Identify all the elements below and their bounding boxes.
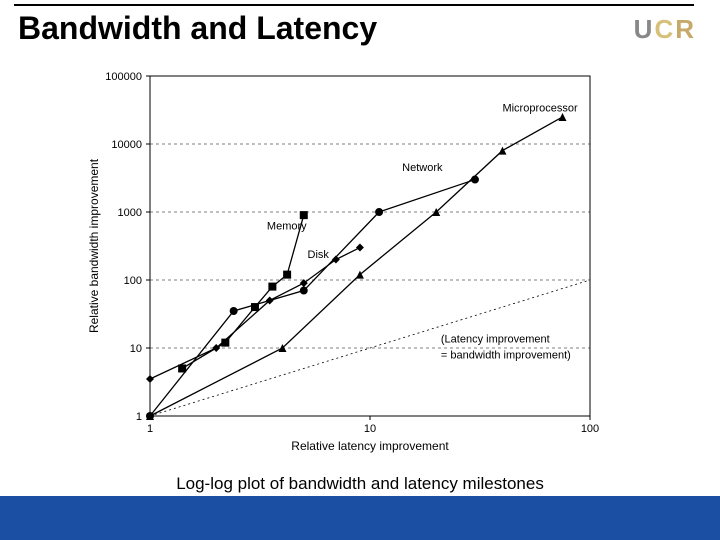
logo-r: R [675,14,696,44]
svg-text:Microprocessor: Microprocessor [502,103,578,115]
svg-text:Network: Network [402,162,443,174]
chart: 1 10 100 1000 10000 100000 1 10 100 Relative late… [80,60,640,460]
svg-text:(Latency improvement: (Latency improvement [441,334,550,346]
svg-text:Relative latency improvement: Relative latency improvement [291,439,449,453]
svg-text:1000: 1000 [118,207,142,219]
footer-bar [0,496,720,540]
svg-text:Disk: Disk [308,249,330,261]
svg-text:10: 10 [364,423,376,435]
slide: Bandwidth and Latency UCR 1 10 100 1000 1000… [0,0,720,540]
svg-text:Memory: Memory [267,221,307,233]
svg-text:= bandwidth improvement): = bandwidth improvement) [441,350,571,362]
svg-text:100000: 100000 [105,71,142,83]
caption: Log-log plot of bandwidth and latency mi… [0,474,720,494]
svg-text:100: 100 [124,275,142,287]
logo-c: C [654,14,675,44]
svg-text:1: 1 [136,411,142,423]
svg-text:Relative bandwidth improvement: Relative bandwidth improvement [87,158,101,333]
title-rule [14,4,694,6]
svg-text:100: 100 [581,423,599,435]
svg-text:10000: 10000 [111,139,142,151]
svg-text:1: 1 [147,423,153,435]
logo-u: U [634,14,655,44]
logo: UCR [634,14,696,45]
page-title: Bandwidth and Latency [18,10,377,47]
svg-text:10: 10 [130,343,142,355]
